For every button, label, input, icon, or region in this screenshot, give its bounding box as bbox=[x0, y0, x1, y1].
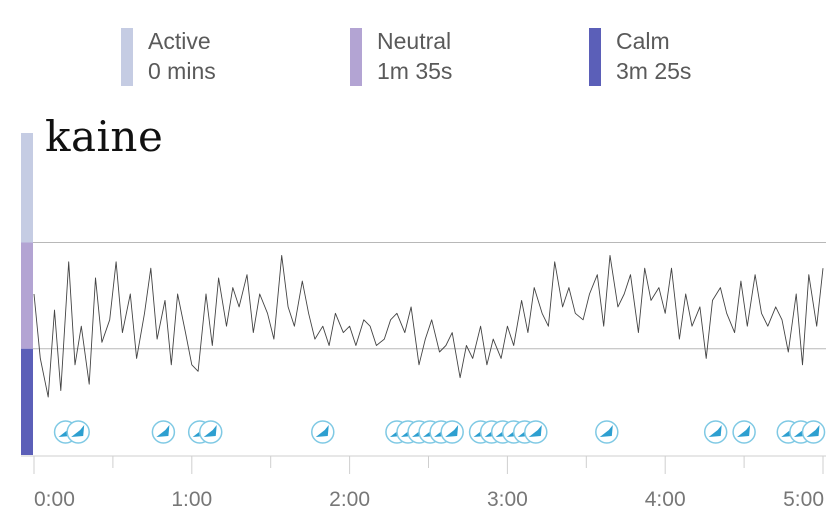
series-layer bbox=[33, 254, 824, 398]
legend-swatch-neutral bbox=[350, 28, 362, 86]
bird-marker-icon bbox=[151, 420, 176, 444]
x-axis: 0:00 1:00 2:00 3:00 4:00 5:00 bbox=[21, 455, 826, 511]
x-tick-label: 0:00 bbox=[34, 488, 75, 511]
bird-shape bbox=[599, 425, 613, 437]
x-tick-label: 2:00 bbox=[329, 488, 370, 511]
x-tick-label: 3:00 bbox=[487, 488, 528, 511]
bird-shape bbox=[71, 425, 85, 437]
bird-marker-icon bbox=[311, 420, 335, 444]
legend-value-active: 0 mins bbox=[148, 58, 216, 84]
legend-label-active: Active bbox=[148, 28, 211, 54]
series-line bbox=[33, 254, 824, 398]
chart-title: kaine bbox=[45, 112, 164, 161]
marker-layer bbox=[53, 420, 826, 444]
bird-marker-icon bbox=[198, 420, 223, 444]
zone-segment-calm bbox=[21, 348, 33, 455]
legend-swatch-calm bbox=[589, 28, 601, 86]
legend-value-calm: 3m 25s bbox=[616, 58, 692, 84]
bird-shape bbox=[806, 425, 820, 437]
legend-value-neutral: 1m 35s bbox=[377, 58, 453, 84]
bird-marker-icon bbox=[801, 420, 826, 444]
bird-shape bbox=[528, 425, 542, 437]
zone-segment-neutral bbox=[21, 242, 33, 349]
bird-shape bbox=[315, 425, 329, 437]
bird-shape bbox=[708, 425, 722, 437]
bird-shape bbox=[445, 425, 459, 437]
legend-label-neutral: Neutral bbox=[377, 28, 452, 54]
grid-lines bbox=[33, 241, 826, 350]
bird-shape bbox=[737, 425, 751, 437]
x-tick-label: 4:00 bbox=[645, 488, 686, 511]
bird-marker-icon bbox=[595, 420, 619, 444]
bird-marker-icon bbox=[703, 420, 728, 444]
bird-marker-icon bbox=[440, 420, 464, 444]
legend-label-calm: Calm bbox=[616, 28, 670, 54]
bird-shape bbox=[203, 425, 217, 437]
bird-marker-icon bbox=[66, 420, 90, 444]
x-tick-label: 1:00 bbox=[171, 488, 212, 511]
bird-marker-icon bbox=[732, 420, 756, 444]
zone-segment-active bbox=[21, 133, 33, 243]
legend-swatch-active bbox=[121, 28, 133, 86]
x-tick-label: 5:00 bbox=[783, 488, 824, 511]
zone-bar bbox=[21, 133, 33, 455]
bird-shape bbox=[156, 425, 170, 437]
bird-marker-icon bbox=[524, 420, 548, 444]
